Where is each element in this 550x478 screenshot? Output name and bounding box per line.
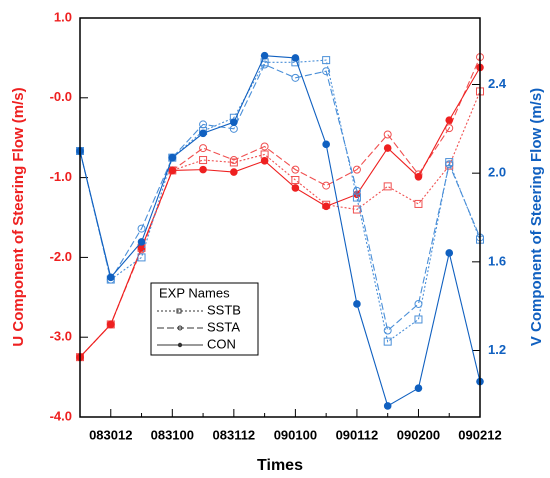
marker: [260, 157, 269, 165]
series-line: [79, 67, 481, 358]
marker: [445, 116, 454, 124]
marker: [383, 402, 392, 410]
marker: [199, 120, 208, 129]
marker: [414, 199, 423, 208]
marker: [106, 273, 115, 282]
marker: [445, 160, 454, 169]
legend-marker: [177, 342, 183, 348]
marker: [168, 153, 177, 162]
series-line: [79, 59, 481, 343]
marker: [383, 130, 392, 139]
x-axis-label: Times: [257, 457, 303, 474]
marker: [291, 73, 300, 82]
y2-tick-label: 2.4: [488, 76, 507, 91]
legend-label: CON: [207, 336, 236, 351]
series-line: [79, 63, 481, 332]
marker: [260, 51, 269, 60]
marker: [168, 166, 177, 175]
legend-label: SSTA: [207, 319, 240, 334]
marker: [199, 129, 207, 138]
legend-marker: [177, 325, 183, 331]
x-tick-label: 090100: [274, 427, 317, 442]
y-tick-label: -3.0: [50, 329, 72, 344]
y-axis-label: U Component of Steering Flow (m/s): [10, 87, 27, 346]
marker: [137, 224, 146, 233]
y2-axis-label: V Component of Steering Flow (m/s): [528, 88, 545, 346]
y-tick-label: 1.0: [54, 9, 72, 24]
y-tick-label: -0.0: [50, 89, 72, 104]
marker: [414, 173, 423, 181]
y-tick-label: -1.0: [50, 169, 72, 184]
y2-tick-label: 2.0: [488, 165, 506, 180]
legend-marker: [176, 308, 182, 314]
y-tick-label: -2.0: [50, 249, 72, 264]
marker: [199, 156, 208, 165]
marker: [353, 300, 361, 308]
x-tick-label: 083112: [213, 427, 256, 442]
marker: [230, 168, 238, 176]
legend-title: EXP Names: [159, 285, 230, 300]
marker: [383, 337, 392, 346]
marker: [445, 249, 454, 257]
x-tick-label: 090200: [397, 427, 440, 442]
marker: [260, 142, 269, 151]
marker: [230, 118, 238, 126]
marker: [199, 165, 207, 174]
marker: [322, 67, 331, 76]
marker: [322, 202, 330, 211]
marker: [229, 156, 238, 165]
x-tick-label: 090212: [458, 427, 501, 442]
marker: [414, 299, 423, 308]
marker: [414, 384, 423, 392]
y-tick-label: -4.0: [50, 408, 72, 423]
legend-box: [150, 282, 259, 356]
y2-tick-label: 1.6: [488, 253, 506, 268]
marker: [414, 315, 423, 324]
marker: [322, 181, 331, 190]
x-tick-label: 083012: [89, 427, 132, 442]
x-tick-label: 083100: [151, 427, 194, 442]
marker: [137, 244, 146, 252]
y2-tick-label: 1.2: [488, 342, 506, 357]
marker: [352, 165, 361, 174]
marker: [137, 253, 146, 262]
series-line: [79, 91, 481, 358]
marker: [352, 205, 361, 214]
marker: [291, 184, 300, 192]
series-line: [79, 55, 481, 407]
marker: [291, 54, 300, 62]
marker: [199, 144, 208, 153]
marker: [322, 56, 331, 65]
marker: [383, 144, 392, 152]
plot-frame: [79, 17, 481, 418]
marker: [322, 140, 330, 149]
legend-label: SSTB: [207, 302, 241, 317]
marker: [352, 186, 361, 195]
marker: [291, 165, 300, 174]
marker: [229, 158, 238, 167]
marker: [106, 320, 115, 329]
marker: [445, 124, 454, 133]
x-tick-label: 090112: [336, 427, 379, 442]
marker: [383, 326, 392, 335]
marker: [383, 182, 392, 191]
marker: [291, 175, 300, 184]
marker: [137, 238, 146, 246]
